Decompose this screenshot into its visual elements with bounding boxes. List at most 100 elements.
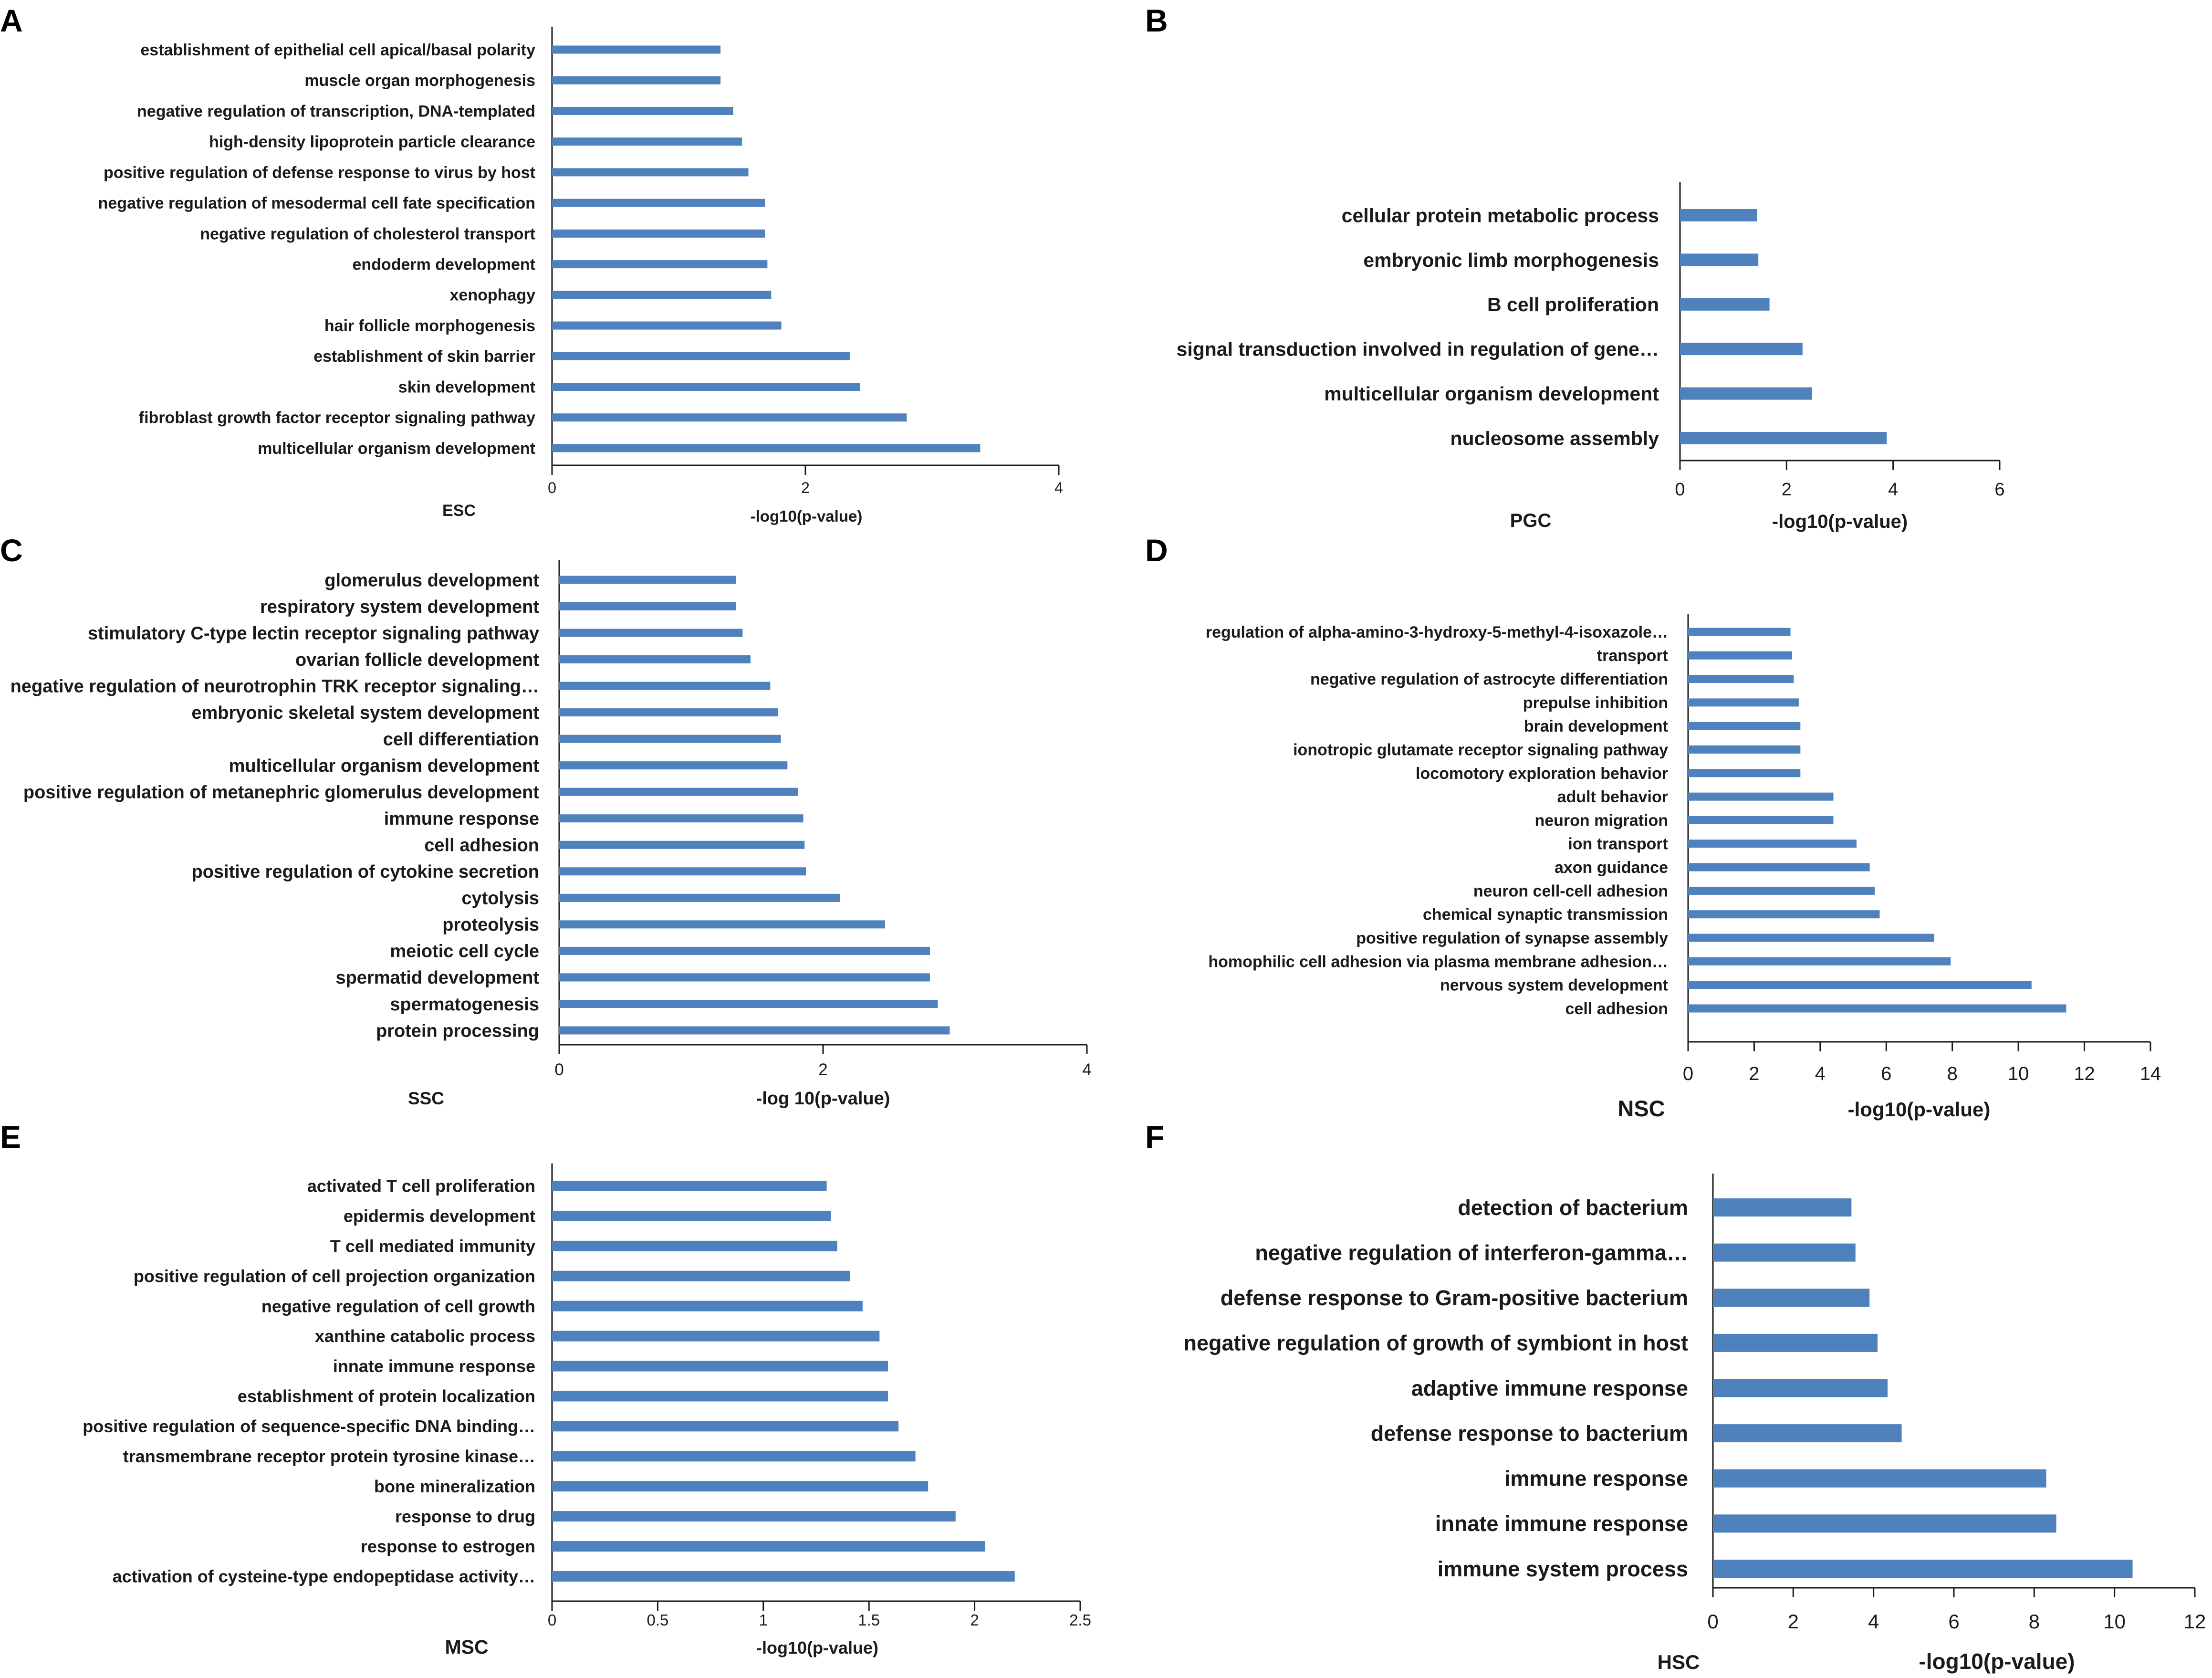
category-label: signal transduction involved in regulati… bbox=[1177, 338, 1659, 360]
bar bbox=[559, 734, 781, 743]
category-label: immune response bbox=[384, 809, 539, 829]
category-label: positive regulation of cytokine secretio… bbox=[192, 862, 540, 882]
x-axis-title: -log10(p-value) bbox=[1848, 1098, 1991, 1121]
category-label: respiratory system development bbox=[260, 597, 539, 617]
bar bbox=[1713, 1379, 1888, 1397]
bar bbox=[559, 708, 778, 717]
category-label: defense response to bacterium bbox=[1371, 1421, 1688, 1446]
category-label: positive regulation of cell projection o… bbox=[134, 1266, 535, 1286]
category-label: muscle organ morphogenesis bbox=[304, 72, 535, 90]
x-tick-label: 0.5 bbox=[647, 1611, 668, 1629]
bar bbox=[559, 893, 840, 902]
bar bbox=[1688, 981, 2032, 989]
category-label: T cell mediated immunity bbox=[330, 1236, 535, 1256]
category-label: endoderm development bbox=[352, 256, 535, 274]
bar bbox=[1688, 722, 1801, 730]
category-label: axon guidance bbox=[1555, 859, 1668, 877]
bar bbox=[1713, 1333, 1878, 1352]
bar bbox=[1688, 933, 1934, 942]
bar bbox=[1688, 816, 1834, 824]
panel-letter: D bbox=[1145, 533, 1168, 568]
category-label: prepulse inhibition bbox=[1523, 694, 1668, 712]
category-label: epidermis development bbox=[344, 1206, 535, 1226]
category-label: cell adhesion bbox=[424, 836, 539, 856]
bar bbox=[552, 229, 765, 238]
category-label: cellular protein metabolic process bbox=[1342, 204, 1659, 226]
x-tick-label: 2 bbox=[1788, 1610, 1799, 1633]
bar bbox=[552, 1331, 880, 1342]
bar bbox=[1688, 910, 1880, 919]
category-label: activated T cell proliferation bbox=[307, 1176, 535, 1196]
bar bbox=[1688, 792, 1834, 801]
category-label: cell adhesion bbox=[1565, 1000, 1668, 1018]
category-label: negative regulation of mesodermal cell f… bbox=[98, 194, 535, 212]
category-label: protein processing bbox=[376, 1021, 539, 1041]
bar bbox=[552, 1300, 863, 1311]
category-label: adaptive immune response bbox=[1411, 1376, 1688, 1400]
bar bbox=[559, 1026, 950, 1035]
bar bbox=[1688, 957, 1951, 965]
category-label: brain development bbox=[1524, 717, 1668, 735]
bar bbox=[552, 1481, 929, 1492]
category-label: nucleosome assembly bbox=[1450, 427, 1659, 449]
category-label: embryonic limb morphogenesis bbox=[1363, 249, 1659, 271]
cell-type-label: NSC bbox=[1617, 1096, 1665, 1121]
category-label: positive regulation of synapse assembly bbox=[1356, 929, 1668, 947]
cell-type-label: ESC bbox=[442, 502, 476, 520]
x-tick-label: 0 bbox=[1675, 480, 1685, 500]
bar bbox=[552, 168, 749, 177]
x-tick-label: 2.5 bbox=[1069, 1611, 1091, 1629]
x-tick-label: 2 bbox=[801, 479, 810, 496]
category-label: cytolysis bbox=[461, 889, 539, 909]
category-label: ovarian follicle development bbox=[295, 650, 539, 670]
category-label: establishment of skin barrier bbox=[313, 347, 535, 366]
bar bbox=[1680, 209, 1757, 221]
x-axis-title: -log10(p-value) bbox=[756, 1638, 878, 1657]
bar bbox=[1688, 745, 1801, 754]
panel-letter: E bbox=[0, 1119, 21, 1154]
x-tick-label: 12 bbox=[2074, 1063, 2095, 1084]
bar bbox=[552, 1421, 899, 1432]
bar bbox=[1680, 343, 1803, 356]
bar bbox=[1688, 698, 1799, 707]
bar bbox=[1688, 1004, 2066, 1013]
category-label: high-density lipoprotein particle cleara… bbox=[209, 133, 535, 151]
x-tick-label: 6 bbox=[1994, 480, 2004, 500]
category-label: positive regulation of defense response … bbox=[104, 164, 535, 182]
x-tick-label: 10 bbox=[2008, 1063, 2029, 1084]
category-label: establishment of epithelial cell apical/… bbox=[140, 41, 535, 59]
category-label: B cell proliferation bbox=[1487, 294, 1659, 315]
category-label: ionotropic glutamate receptor signaling … bbox=[1293, 741, 1668, 759]
x-tick-label: 4 bbox=[1888, 480, 1898, 500]
x-tick-label: 4 bbox=[1082, 1060, 1091, 1079]
bar bbox=[552, 1181, 827, 1191]
x-axis-title: -log10(p-value) bbox=[1919, 1649, 2075, 1674]
bar bbox=[559, 814, 803, 823]
category-label: negative regulation of cell growth bbox=[261, 1296, 535, 1316]
category-label: negative regulation of interferon-gamma… bbox=[1255, 1240, 1688, 1265]
bar bbox=[552, 106, 733, 115]
category-label: neuron cell-cell adhesion bbox=[1473, 882, 1668, 900]
category-label: multicellular organism development bbox=[229, 756, 540, 776]
bar bbox=[1713, 1243, 1856, 1262]
category-label: ion transport bbox=[1568, 835, 1668, 853]
category-label: fibroblast growth factor receptor signal… bbox=[139, 409, 535, 427]
x-tick-label: 12 bbox=[2184, 1610, 2206, 1633]
category-label: detection of bacterium bbox=[1458, 1196, 1688, 1220]
bar bbox=[552, 1210, 831, 1221]
category-label: bone mineralization bbox=[374, 1477, 535, 1496]
bar bbox=[552, 260, 768, 269]
x-tick-label: 2 bbox=[818, 1060, 827, 1079]
category-label: meiotic cell cycle bbox=[390, 942, 539, 962]
x-tick-label: 0 bbox=[1683, 1063, 1693, 1084]
category-label: activation of cysteine-type endopeptidas… bbox=[113, 1567, 535, 1586]
category-label: locomotory exploration behavior bbox=[1416, 765, 1668, 783]
category-label: skin development bbox=[398, 378, 535, 396]
category-label: establishment of protein localization bbox=[238, 1386, 535, 1406]
bar bbox=[559, 920, 885, 929]
bar bbox=[559, 973, 930, 982]
